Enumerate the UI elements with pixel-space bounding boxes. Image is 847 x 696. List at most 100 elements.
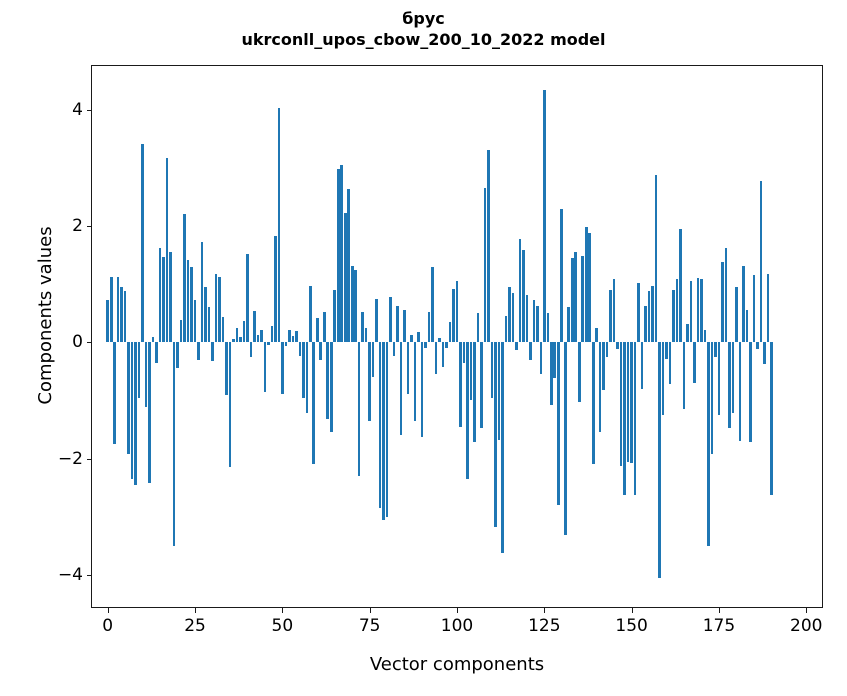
bar [473,342,476,443]
bar [693,342,696,384]
y-axis-label: Components values [35,226,56,405]
bar [700,279,703,343]
bar [144,342,148,408]
x-axis-tick [195,607,197,613]
x-axis-tick-label: 25 [184,616,206,636]
bar [763,342,766,365]
bar [270,326,274,343]
bar [501,342,504,553]
bar [717,342,721,416]
bar [427,312,431,343]
bar [550,342,553,406]
bar [291,335,295,343]
bar [616,342,619,350]
bar [525,294,529,343]
bar [295,331,298,343]
bar [288,329,291,343]
bar [148,342,151,484]
bar [221,317,225,343]
bar [508,287,511,343]
bar [721,262,724,343]
bar [742,265,745,343]
bar [190,266,193,343]
bar [574,252,578,343]
bar [556,342,560,506]
bar [738,342,742,442]
bar [281,342,284,394]
bar [602,342,605,390]
bar [368,342,371,421]
bar [214,273,218,343]
bar [364,328,368,343]
x-axis-tick [631,607,633,613]
bar [113,342,116,445]
bar [340,164,344,343]
y-axis-tick-label: 0 [72,332,83,353]
bar [703,329,707,343]
bar [487,150,490,343]
bar [399,342,403,436]
bar [752,274,756,343]
bar [225,342,228,395]
bar [476,313,480,343]
bar [640,342,644,389]
bar [392,342,396,356]
y-axis-tick-label: 2 [72,215,83,236]
bar [459,342,462,427]
bar [232,339,235,343]
bar [679,228,682,343]
bar [724,248,728,343]
bar [745,309,749,343]
bar [385,342,389,517]
bar [588,232,592,343]
bar [109,277,113,343]
bar [371,342,375,378]
bar [176,342,179,369]
bar [598,342,602,433]
bar [134,342,137,485]
bar [319,342,323,360]
bar [424,342,427,349]
bar [200,242,204,343]
bar [710,342,714,454]
bar [179,320,183,343]
x-axis-tick [369,607,371,613]
bar [651,286,654,343]
bar [658,342,661,578]
bar [151,336,155,343]
bar [186,259,190,343]
bar [455,281,459,343]
bar [504,316,508,343]
bar [623,342,626,495]
bar [169,252,172,343]
bar [696,278,700,343]
bar [567,307,571,343]
bar [448,321,452,343]
bar [483,188,487,343]
bar [298,342,302,357]
bar [312,342,316,465]
x-axis-tick [806,607,808,613]
bar [522,250,525,343]
bar [445,342,448,349]
x-axis-tick [544,607,546,613]
bar [619,342,623,466]
bar [274,236,277,343]
bar [158,248,162,343]
y-axis-tick [86,109,92,111]
plot-axes: −4 −2 0 2 4 0 25 50 75 100 125 150 175 200 [58,65,823,636]
bar [731,342,735,414]
bar [322,312,326,343]
bar [239,336,242,343]
bar [637,282,640,343]
bar [155,342,158,363]
y-axis-tick-label: 4 [72,99,83,120]
bar [329,342,333,433]
bar [581,256,585,343]
bar [277,108,281,343]
bar [749,342,752,443]
x-axis-tick-label: 175 [702,616,736,636]
bar [253,310,256,343]
bar [665,342,668,359]
bar [417,331,420,343]
